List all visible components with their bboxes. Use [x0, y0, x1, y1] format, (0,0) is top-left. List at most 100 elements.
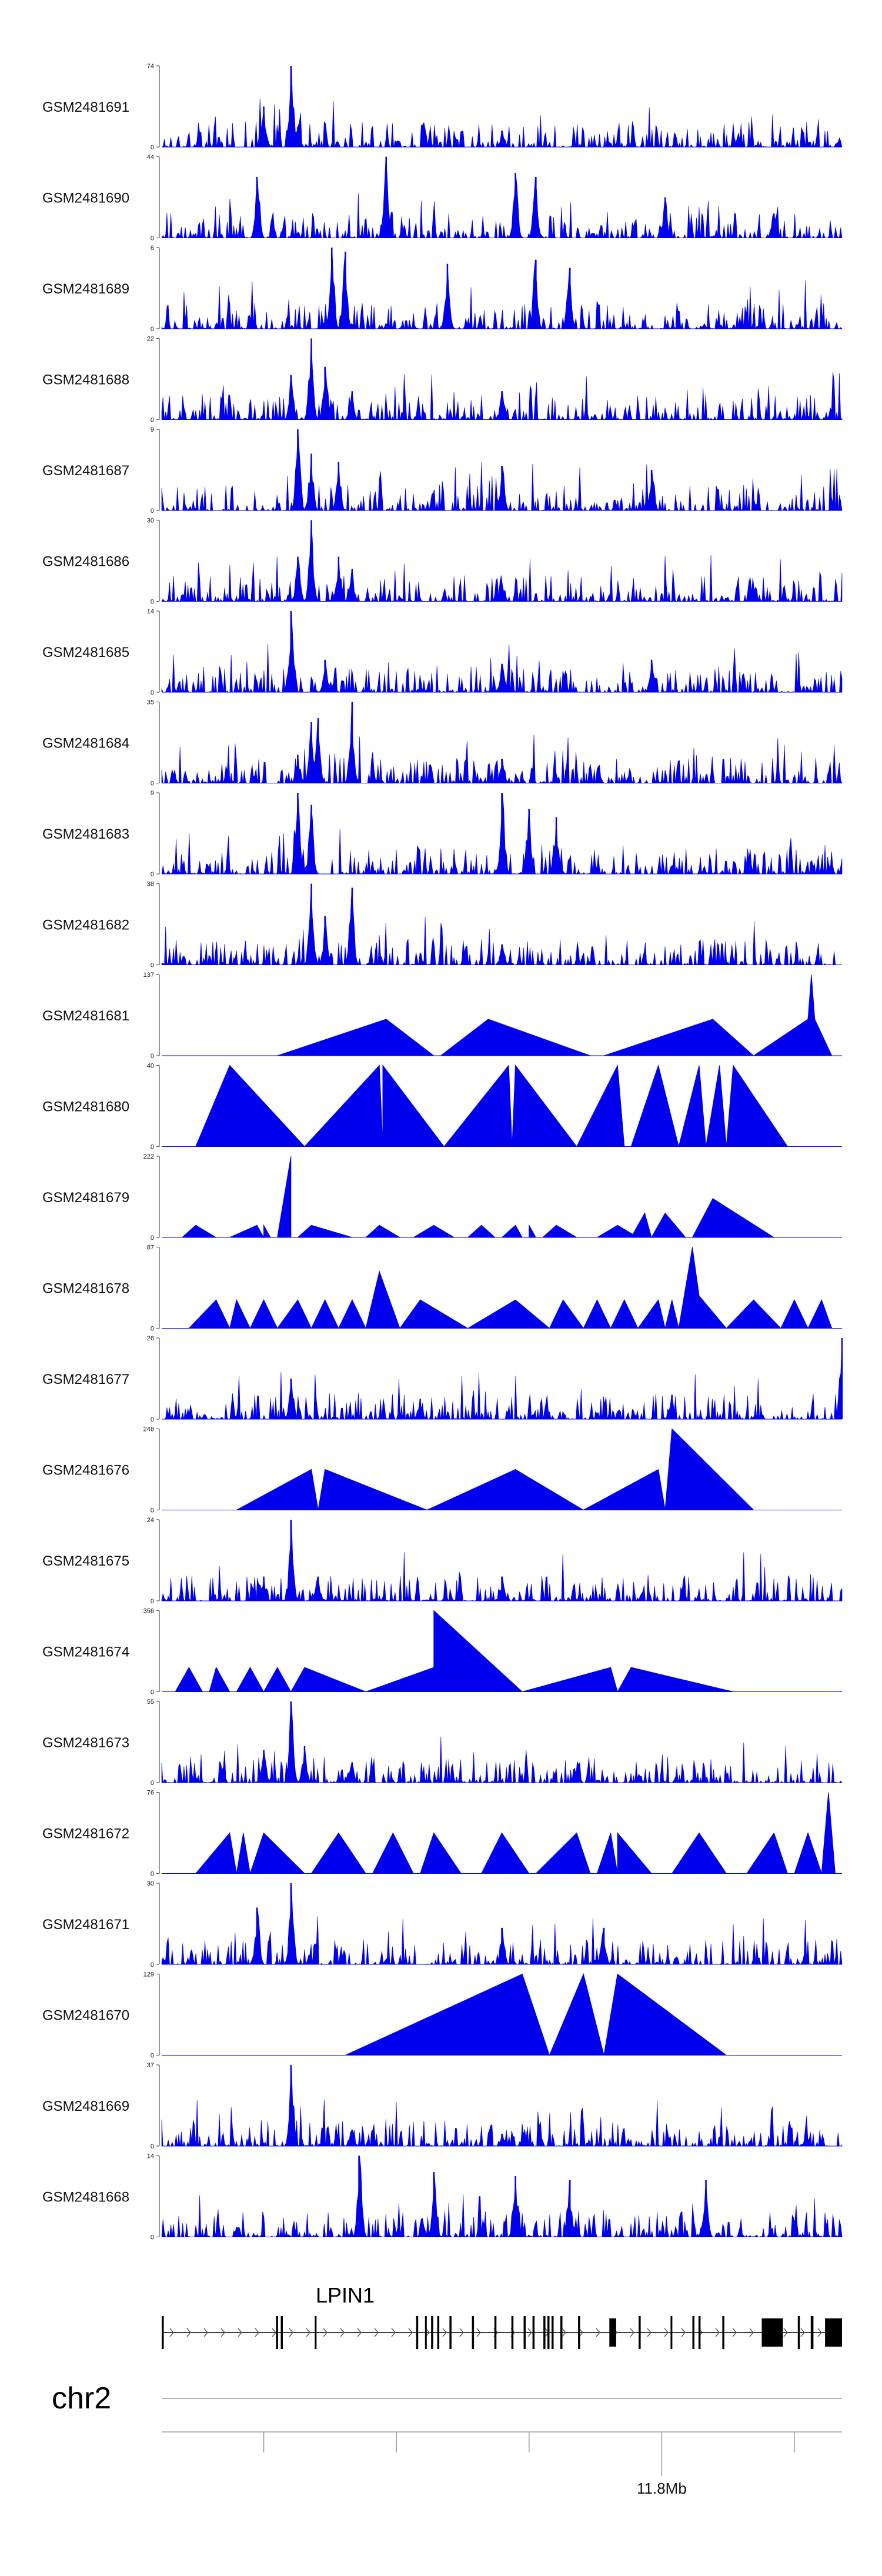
y-max-label: 14 [147, 2153, 154, 2160]
strand-arrow [664, 2328, 669, 2337]
track-GSM2481690: GSM2481690 44 0 [42, 154, 843, 242]
chromosome-label: chr2 [52, 2381, 111, 2415]
track-label: GSM2481678 [42, 1281, 129, 1297]
strand-arrow [186, 2328, 191, 2337]
coverage-area [188, 1247, 833, 1329]
y-max-label: 87 [147, 1244, 154, 1252]
strand-arrow [732, 2328, 737, 2337]
exon [698, 2316, 701, 2349]
exon [639, 2316, 641, 2349]
track-label: GSM2481685 [42, 645, 129, 660]
track-label: GSM2481674 [42, 1644, 129, 1660]
track-label: GSM2481682 [42, 917, 129, 933]
track-label: GSM2481676 [42, 1463, 129, 1479]
strand-arrow [238, 2328, 242, 2337]
y-max-label: 44 [147, 154, 154, 161]
coverage-area [236, 1428, 754, 1511]
y-min-label: 0 [151, 235, 154, 242]
axis-tick-label: 11.8Mb [637, 2480, 687, 2497]
y-max-label: 30 [147, 518, 154, 525]
y-max-label: 14 [147, 608, 154, 615]
y-max-label: 222 [143, 1153, 154, 1160]
strand-arrow [255, 2328, 259, 2337]
y-min-label: 0 [151, 1144, 154, 1151]
y-max-label: 76 [147, 1790, 154, 1797]
y-min-label: 0 [151, 1416, 154, 1423]
exon [825, 2318, 842, 2347]
strand-arrow [476, 2328, 481, 2337]
coverage-area [195, 1792, 836, 1874]
exon [276, 2316, 278, 2349]
strand-arrow [596, 2328, 600, 2337]
y-min-label: 0 [151, 2234, 154, 2241]
exon [449, 2316, 452, 2349]
track-GSM2481672: GSM2481672 76 0 [42, 1790, 842, 1878]
strand-arrow [562, 2328, 566, 2337]
strand-arrow [169, 2328, 174, 2337]
track-label: GSM2481690 [42, 191, 129, 206]
y-min-label: 0 [151, 326, 154, 333]
coverage-area [175, 1610, 734, 1693]
track-label: GSM2481689 [42, 281, 129, 297]
track-GSM2481674: GSM2481674 356 0 [42, 1608, 842, 1696]
genomic-axis: chr2 11.8Mb [52, 2381, 842, 2497]
track-label: GSM2481686 [42, 554, 129, 570]
strand-arrow [647, 2328, 652, 2337]
y-max-label: 40 [147, 1063, 154, 1070]
track-GSM2481669: GSM2481669 37 0 [42, 2062, 843, 2150]
y-min-label: 0 [151, 1689, 154, 1696]
y-min-label: 0 [151, 2053, 154, 2060]
strand-arrow [220, 2328, 225, 2337]
track-GSM2481684: GSM2481684 35 0 [42, 699, 843, 788]
y-min-label: 0 [151, 1326, 154, 1333]
y-min-label: 0 [151, 599, 154, 606]
exon [543, 2316, 546, 2349]
strand-arrow [783, 2328, 788, 2337]
strand-arrow [289, 2328, 293, 2337]
exon [670, 2316, 673, 2349]
coverage-tracks: GSM2481691740GSM2481690440GSM248168960GS… [42, 63, 843, 2241]
y-min-label: 0 [151, 962, 154, 969]
exon [494, 2316, 497, 2349]
strand-arrow [323, 2328, 328, 2337]
coverage-area [161, 1337, 843, 1420]
track-GSM2481679: GSM2481679 222 0 [42, 1153, 842, 1242]
y-min-label: 0 [151, 1507, 154, 1514]
strand-arrow [630, 2328, 634, 2337]
exon [425, 2316, 427, 2349]
coverage-area [345, 1973, 727, 2056]
track-label: GSM2481671 [42, 1917, 129, 1933]
exon [560, 2316, 563, 2349]
y-min-label: 0 [151, 1780, 154, 1787]
strand-arrow [374, 2328, 379, 2337]
y-min-label: 0 [151, 1598, 154, 1605]
y-max-label: 248 [143, 1426, 154, 1433]
strand-arrow [391, 2328, 396, 2337]
track-label: GSM2481680 [42, 1099, 129, 1115]
y-min-label: 0 [151, 871, 154, 878]
y-min-label: 0 [151, 1961, 154, 1968]
y-min-label: 0 [151, 689, 154, 696]
track-GSM2481676: GSM2481676 248 0 [42, 1426, 842, 1514]
track-GSM2481685: GSM2481685 14 0 [42, 608, 843, 696]
y-max-label: 129 [143, 1971, 154, 1978]
y-min-label: 0 [151, 1871, 154, 1878]
strand-arrow [527, 2328, 532, 2337]
strand-arrow [203, 2328, 208, 2337]
track-GSM2481680: GSM2481680 40 0 [42, 1063, 842, 1151]
coverage-area [161, 2155, 843, 2238]
track-label: GSM2481670 [42, 2008, 129, 2024]
y-max-label: 26 [147, 1335, 154, 1342]
exon [609, 2318, 616, 2347]
y-max-label: 38 [147, 881, 154, 888]
exon [692, 2316, 694, 2349]
track-label: GSM2481669 [42, 2098, 129, 2114]
y-max-label: 9 [151, 790, 154, 797]
exon [431, 2316, 433, 2349]
track-GSM2481688: GSM2481688 22 0 [42, 336, 843, 424]
y-min-label: 0 [151, 144, 154, 151]
exon [162, 2316, 164, 2349]
track-GSM2481681: GSM2481681 137 0 [42, 972, 842, 1060]
track-label: GSM2481683 [42, 826, 129, 842]
strand-arrow [749, 2328, 754, 2337]
